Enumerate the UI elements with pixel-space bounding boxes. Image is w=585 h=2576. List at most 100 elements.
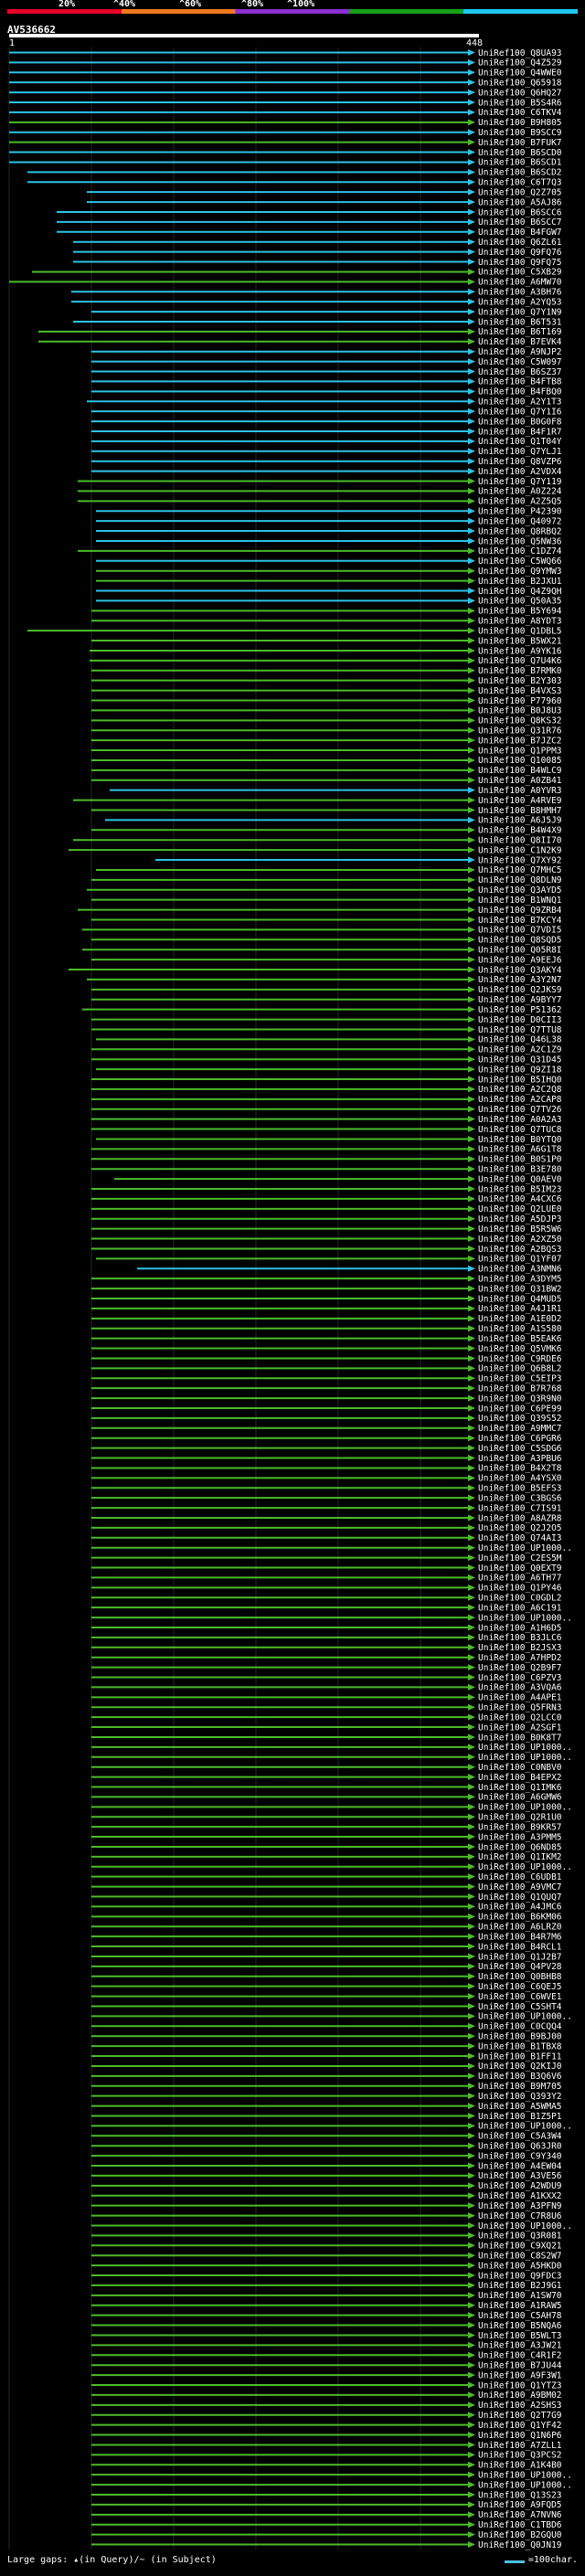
hit-row[interactable]: UniRef100_Q393Y2: [91, 2092, 562, 2102]
hit-row[interactable]: UniRef100_Q31BW2: [91, 1284, 562, 1294]
hit-label[interactable]: UniRef100_B2J9G1: [478, 2281, 562, 2291]
hit-label[interactable]: UniRef100_C2ES5M: [478, 1553, 562, 1564]
hit-row[interactable]: UniRef100_B7JZC2: [91, 736, 562, 746]
hit-row[interactable]: UniRef100_Q2Z705: [87, 187, 562, 197]
hit-row[interactable]: UniRef100_A3NMN6: [137, 1265, 562, 1275]
hit-label[interactable]: UniRef100_B4RCL1: [478, 1942, 562, 1952]
hit-label[interactable]: UniRef100_B3E780: [478, 1164, 562, 1174]
hit-label[interactable]: UniRef100_C5SDG6: [478, 1444, 562, 1454]
hit-label[interactable]: UniRef100_A9F3W1: [478, 2370, 562, 2380]
hit-label[interactable]: UniRef100_B6SCD0: [478, 148, 562, 158]
hit-label[interactable]: UniRef100_C4R1F2: [478, 2351, 562, 2361]
hit-label[interactable]: UniRef100_B7R768: [478, 1383, 562, 1394]
hit-row[interactable]: UniRef100_A3BH76: [71, 288, 562, 298]
hit-row[interactable]: UniRef100_Q46L38: [96, 1035, 562, 1045]
hit-row[interactable]: UniRef100_P51362: [82, 1005, 562, 1015]
hit-row[interactable]: UniRef100_B5S4R6: [9, 98, 562, 108]
hit-label[interactable]: UniRef100_Q5FRN3: [478, 1703, 562, 1713]
hit-row[interactable]: UniRef100_C2ES5M: [91, 1553, 562, 1564]
hit-row[interactable]: UniRef100_Q7TUC8: [91, 1125, 562, 1135]
hit-row[interactable]: UniRef100_A1RAW5: [91, 2301, 562, 2311]
hit-row[interactable]: UniRef100_Q7U4K6: [90, 656, 562, 666]
hit-label[interactable]: UniRef100_A2SGF1: [478, 1723, 562, 1733]
hit-row[interactable]: UniRef100_UP1000..: [91, 1753, 572, 1763]
hit-label[interactable]: UniRef100_A6TH77: [478, 1574, 562, 1584]
hit-label[interactable]: UniRef100_Q74AI3: [478, 1533, 562, 1543]
hit-row[interactable]: UniRef100_UP1000..: [91, 2012, 572, 2022]
hit-label[interactable]: UniRef100_Q6ND85: [478, 1842, 562, 1852]
hit-label[interactable]: UniRef100_A9YK16: [478, 646, 562, 656]
hit-label[interactable]: UniRef100_A2Y1T3: [478, 398, 562, 408]
hit-row[interactable]: UniRef100_B6SCC6: [57, 207, 562, 217]
hit-label[interactable]: UniRef100_Q8VZP6: [478, 457, 562, 467]
hit-row[interactable]: UniRef100_B4X2T8: [91, 1464, 562, 1474]
hit-row[interactable]: UniRef100_Q7XY92: [155, 855, 562, 865]
hit-label[interactable]: UniRef100_B4VXS3: [478, 686, 562, 696]
hit-row[interactable]: UniRef100_C1DZ74: [78, 546, 562, 557]
hit-row[interactable]: UniRef100_A2VDX4: [91, 467, 562, 477]
hit-row[interactable]: UniRef100_C3BGS6: [91, 1493, 562, 1503]
hit-row[interactable]: UniRef100_Q9ZRB4: [78, 906, 562, 916]
hit-row[interactable]: UniRef100_C5SDG6: [91, 1444, 562, 1454]
hit-row[interactable]: UniRef100_C6UDB1: [91, 1872, 562, 1882]
hit-row[interactable]: UniRef100_A3PMM5: [91, 1832, 562, 1842]
hit-label[interactable]: UniRef100_Q5NW36: [478, 536, 562, 546]
hit-label[interactable]: UniRef100_Q40972: [478, 516, 562, 526]
hit-row[interactable]: UniRef100_A6GMW6: [91, 1793, 562, 1803]
hit-row[interactable]: UniRef100_Q4WWE0: [9, 69, 562, 79]
hit-row[interactable]: UniRef100_Q7Y119: [78, 477, 562, 487]
hit-row[interactable]: UniRef100_Q3PCS2: [91, 2451, 562, 2461]
hit-label[interactable]: UniRef100_A5AJ86: [478, 197, 562, 207]
hit-row[interactable]: UniRef100_A1S580: [91, 1324, 562, 1334]
hit-row[interactable]: UniRef100_Q0JN19: [91, 2540, 562, 2550]
hit-label[interactable]: UniRef100_A1H6D5: [478, 1623, 562, 1633]
hit-row[interactable]: UniRef100_B5IM23: [91, 1184, 562, 1194]
hit-label[interactable]: UniRef100_C6PZV3: [478, 1673, 562, 1683]
hit-label[interactable]: UniRef100_D0CII3: [478, 1015, 562, 1025]
hit-label[interactable]: UniRef100_A3VQA6: [478, 1683, 562, 1693]
hit-row[interactable]: UniRef100_B1FF11: [91, 2051, 562, 2062]
hit-label[interactable]: UniRef100_Q6HQ27: [478, 88, 562, 98]
hit-row[interactable]: UniRef100_Q65918: [9, 78, 562, 88]
hit-row[interactable]: UniRef100_Q7Y1I6: [91, 407, 562, 417]
hit-label[interactable]: UniRef100_A9MMC7: [478, 1424, 562, 1434]
hit-label[interactable]: UniRef100_B4FTB8: [478, 377, 562, 387]
hit-label[interactable]: UniRef100_A2YQ53: [478, 297, 562, 307]
hit-label[interactable]: UniRef100_Q7Y1N9: [478, 307, 562, 317]
hit-label[interactable]: UniRef100_C0CQQ4: [478, 2022, 562, 2032]
hit-row[interactable]: UniRef100_B6SCC7: [57, 217, 562, 228]
hit-label[interactable]: UniRef100_C8S2W7: [478, 2252, 562, 2262]
hit-label[interactable]: UniRef100_UP1000..: [478, 1753, 572, 1763]
hit-row[interactable]: UniRef100_Q1YF07: [96, 1255, 562, 1265]
hit-row[interactable]: UniRef100_Q6ZL61: [73, 238, 562, 248]
hit-label[interactable]: UniRef100_A3NMN6: [478, 1265, 562, 1275]
hit-label[interactable]: UniRef100_Q1QUQ7: [478, 1892, 562, 1903]
hit-label[interactable]: UniRef100_C5A3W4: [478, 2132, 562, 2142]
hit-label[interactable]: UniRef100_B6KM06: [478, 1913, 562, 1923]
hit-row[interactable]: UniRef100_C8S2W7: [91, 2252, 562, 2262]
hit-row[interactable]: UniRef100_A4APE1: [91, 1693, 562, 1703]
hit-row[interactable]: UniRef100_Q9ZI18: [96, 1065, 562, 1075]
hit-row[interactable]: UniRef100_B5IHQ0: [91, 1075, 562, 1085]
hit-label[interactable]: UniRef100_B4EPX2: [478, 1773, 562, 1783]
hit-row[interactable]: UniRef100_Q1J2B7: [91, 1952, 562, 1962]
hit-label[interactable]: UniRef100_C7R8U6: [478, 2211, 562, 2221]
hit-row[interactable]: UniRef100_B5Y694: [91, 607, 562, 617]
hit-label[interactable]: UniRef100_B7JZC2: [478, 736, 562, 746]
hit-label[interactable]: UniRef100_B5S4R6: [478, 98, 562, 108]
hit-label[interactable]: UniRef100_B5EAK6: [478, 1334, 562, 1344]
hit-label[interactable]: UniRef100_B2JSX3: [478, 1643, 562, 1653]
hit-label[interactable]: UniRef100_B6SCD1: [478, 158, 562, 168]
hit-label[interactable]: UniRef100_B9M705: [478, 2082, 562, 2092]
hit-row[interactable]: UniRef100_A6J5J9: [105, 816, 562, 826]
hit-label[interactable]: UniRef100_Q393Y2: [478, 2092, 562, 2102]
hit-label[interactable]: UniRef100_A9FQD5: [478, 2500, 562, 2510]
hit-label[interactable]: UniRef100_B9H805: [478, 118, 562, 128]
hit-row[interactable]: UniRef100_Q63JR0: [91, 2142, 562, 2152]
hit-label[interactable]: UniRef100_C5WQ66: [478, 557, 562, 567]
hit-label[interactable]: UniRef100_A4JMC6: [478, 1903, 562, 1913]
hit-row[interactable]: UniRef100_Q1YTZ3: [91, 2380, 562, 2390]
hit-row[interactable]: UniRef100_A4RVE9: [73, 796, 562, 806]
hit-row[interactable]: UniRef100_A1E0D2: [91, 1314, 562, 1324]
hit-label[interactable]: UniRef100_Q10085: [478, 756, 562, 766]
